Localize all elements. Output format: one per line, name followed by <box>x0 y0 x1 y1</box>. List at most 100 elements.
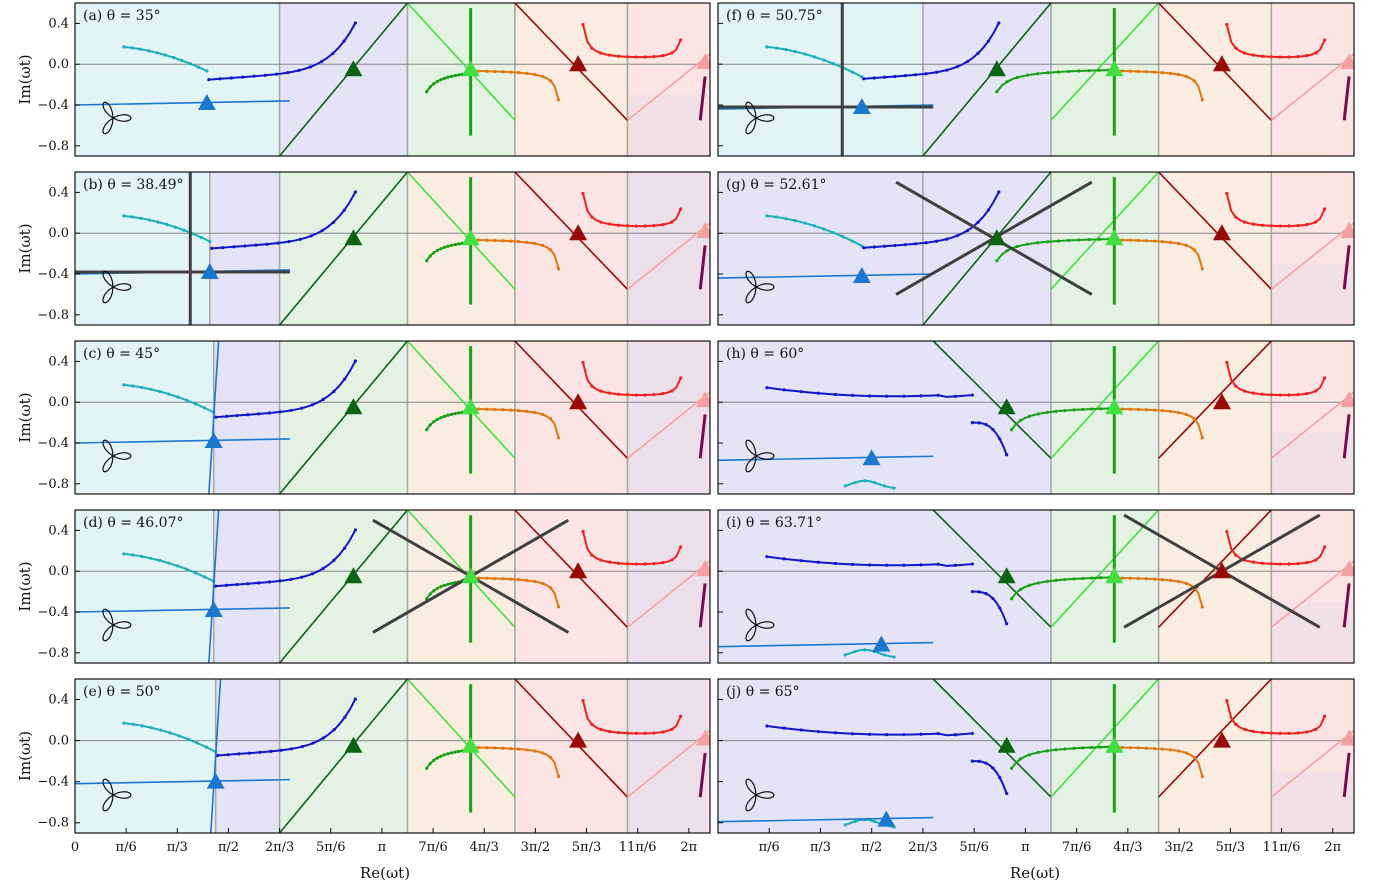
curve-green-point <box>446 75 450 79</box>
curve-green-point <box>995 90 999 94</box>
trefoil-inset-icon <box>745 608 775 642</box>
curve-red-point <box>616 223 621 227</box>
y-tick-label: −0.8 <box>37 816 69 831</box>
curve-green-point <box>435 417 439 422</box>
curve-orange-point <box>485 407 489 411</box>
curve-orange-point <box>1144 70 1148 74</box>
guide-line-dark-green <box>922 3 1052 156</box>
curve-red-point <box>652 562 656 566</box>
curve-green-point <box>442 414 447 418</box>
marker-pink <box>696 53 710 70</box>
curve-blue-point <box>286 71 290 75</box>
marker-dark-green <box>997 736 1016 753</box>
curve-blue-tail-point <box>1005 453 1009 457</box>
y-tick-label: 0.4 <box>48 523 69 538</box>
background-region <box>1271 771 1354 833</box>
background-region <box>407 172 515 325</box>
curve-green-point <box>446 413 450 417</box>
curve-blue-point <box>321 397 325 402</box>
curve-purple <box>698 76 707 121</box>
curve-cyan-point <box>793 219 797 223</box>
curve-red-point <box>608 53 612 57</box>
curve-blue-point <box>936 732 940 736</box>
y-tick-label: 0.4 <box>48 354 69 369</box>
guide-line-light-green <box>406 510 516 628</box>
curve-cyan-point <box>158 558 162 563</box>
background-region <box>1271 263 1354 325</box>
curve-green-point <box>1056 239 1060 243</box>
curve-green-point <box>435 756 439 760</box>
curve-cyan-point <box>139 216 143 220</box>
marker-light-green <box>1105 229 1124 246</box>
guide-line-light-green <box>1050 510 1160 628</box>
curve-red-point <box>1269 731 1273 735</box>
curve-blue <box>215 529 357 588</box>
curve-orange-point <box>1176 410 1180 415</box>
curve-blue-point <box>298 237 302 241</box>
curve-blue-tail-point <box>1005 622 1009 626</box>
curve-blue-point <box>833 561 838 566</box>
curve-red-point <box>1225 191 1229 196</box>
marker-light-green <box>461 567 480 584</box>
guide-line-dark-green <box>278 3 409 156</box>
curve-purple <box>698 414 707 459</box>
curve-cyan-point <box>122 214 126 218</box>
curve-orange-point <box>1200 774 1204 779</box>
curve-blue-point <box>970 393 975 397</box>
curve-red-point <box>1269 55 1273 59</box>
trefoil-inset-icon <box>102 101 132 135</box>
curve-red-point <box>634 393 638 397</box>
curve-blue-point <box>342 208 346 212</box>
curve-blue-point <box>241 75 245 79</box>
guide-line-light-green <box>1050 3 1160 121</box>
curve-blue-point <box>872 245 876 249</box>
panel-b: (b) θ = 38.49° 0.4 0.0 −0.4 −0.8 Im(ωt) <box>16 171 711 326</box>
curve-green-point <box>428 423 432 427</box>
curve-green-point <box>1054 409 1058 413</box>
curve-orange-point <box>1128 407 1132 411</box>
curve-blue-point <box>331 220 335 225</box>
curve-blue-point <box>297 68 301 73</box>
curve-cyan-point <box>892 486 896 490</box>
curve-orange-point <box>1128 576 1132 580</box>
curve-green-point <box>1054 578 1058 582</box>
curve-blue-tail-point <box>998 606 1002 610</box>
marker-light-green <box>1105 60 1124 77</box>
curve-blue-point <box>953 733 957 737</box>
x-tick-label: 7π/6 <box>418 840 447 855</box>
curve-blue-tail-point <box>991 427 995 432</box>
curve-blue-point <box>914 73 918 77</box>
marker-dark-green <box>997 398 1016 415</box>
curve-red-point <box>634 55 638 59</box>
curve-cyan-point <box>882 653 886 657</box>
panel-title: (d) θ = 46.07° <box>83 515 183 531</box>
curve-blue-tail-point <box>984 592 988 596</box>
curve-orange-point <box>532 241 537 246</box>
curve-blue-point <box>229 76 233 80</box>
curve-cyan-point <box>182 228 186 232</box>
y-axis-label: Im(ωt) <box>16 54 34 104</box>
curve-blue-point <box>765 386 769 390</box>
curve-blue-point <box>799 390 803 394</box>
curve-green-point <box>1089 576 1094 580</box>
guide-line-light-green <box>1050 679 1160 798</box>
curve-orange-point <box>485 746 489 750</box>
curve-orange-point <box>525 240 529 244</box>
curve-cyan-point <box>176 564 180 568</box>
curve-orange-point <box>1128 238 1132 242</box>
curve-cyan-point <box>196 65 201 69</box>
curve-blue-point <box>955 234 959 238</box>
curve-blue-point <box>997 21 1001 25</box>
curve-orange-point <box>540 243 545 248</box>
curve-green-point <box>453 73 457 78</box>
curve-cyan-point <box>208 239 212 244</box>
curve-blue-point <box>343 715 347 719</box>
curve-orange-point <box>1192 79 1196 83</box>
guide-line-dark-red <box>514 341 629 459</box>
curve-red-point <box>679 38 683 42</box>
curve-cyan-point <box>843 653 847 657</box>
curve-cyan-point <box>158 389 162 394</box>
curve-blue-point <box>216 753 220 758</box>
curve-red-point <box>1260 730 1264 735</box>
curve-orange-point <box>509 70 513 74</box>
